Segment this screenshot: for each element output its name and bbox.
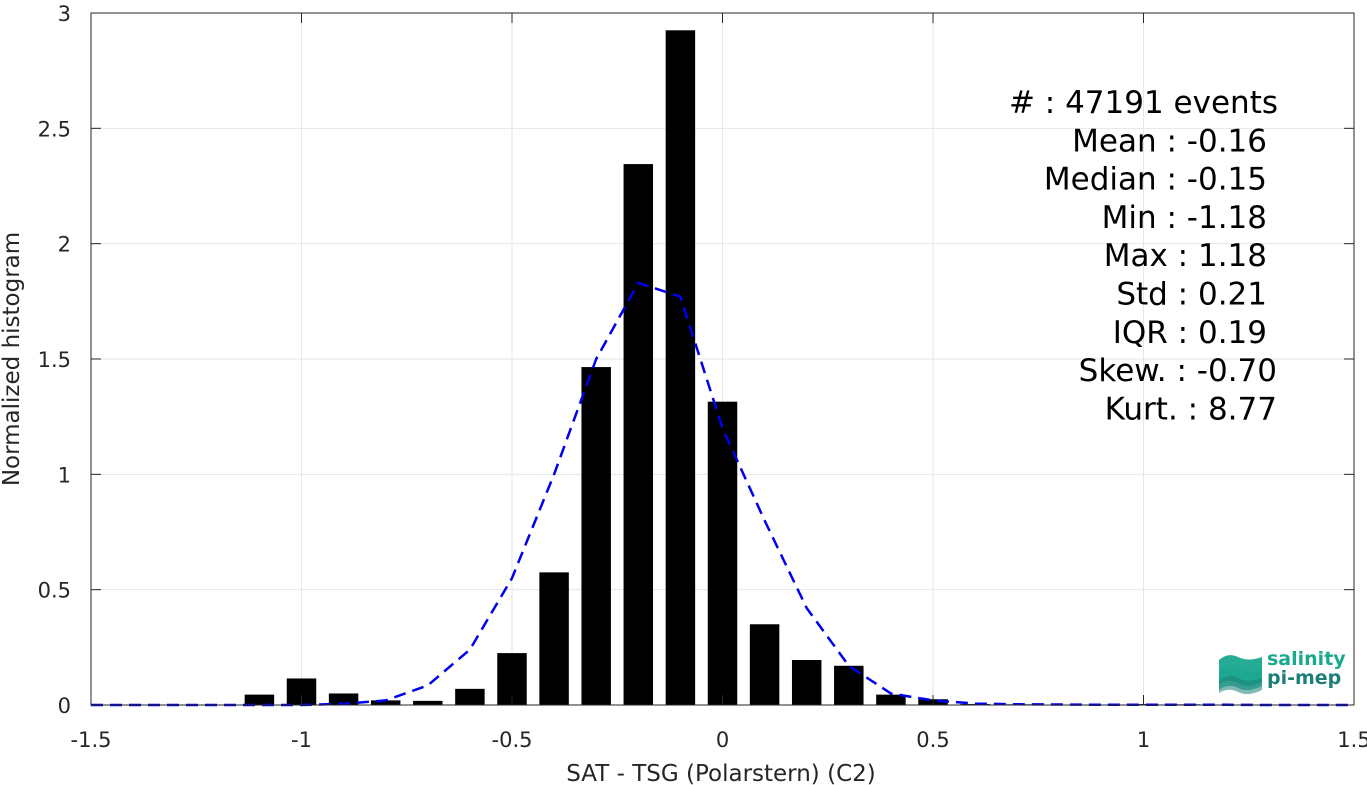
x-tick-label: 0.5 xyxy=(916,728,949,752)
histogram-bar xyxy=(707,401,738,705)
stat-line: Std : 0.21 xyxy=(1116,277,1267,313)
histogram-bar xyxy=(749,624,780,705)
histogram-bar xyxy=(455,688,485,705)
y-axis-label: Normalized histogram xyxy=(0,232,25,486)
stat-line: Min : -1.18 xyxy=(1102,200,1267,236)
histogram-bar xyxy=(876,694,906,705)
histogram-bar xyxy=(665,30,696,706)
y-tick-label: 0.5 xyxy=(38,579,71,603)
stat-line: Skew. : -0.70 xyxy=(1079,353,1277,389)
stat-line: Mean : -0.16 xyxy=(1072,123,1267,159)
stat-line: Kurt. : 8.77 xyxy=(1105,391,1277,427)
histogram-bars xyxy=(244,30,1201,706)
histogram-bar xyxy=(581,367,611,705)
logo-wave-icon xyxy=(1219,655,1262,695)
stat-line: IQR : 0.19 xyxy=(1113,315,1267,351)
y-tick-label: 2 xyxy=(58,233,71,257)
stat-line: Max : 1.18 xyxy=(1104,238,1267,274)
histogram-bar xyxy=(370,700,401,705)
y-tick-label: 0 xyxy=(58,694,71,718)
histogram-bar xyxy=(539,572,569,705)
y-tick-labels: 0 0.5 1 1.5 2 2.5 3 xyxy=(38,2,71,718)
y-tick-label: 1 xyxy=(58,463,71,487)
axes xyxy=(90,12,1355,706)
histogram-bar xyxy=(413,700,443,705)
histogram-bar xyxy=(623,164,654,705)
histogram-bar xyxy=(244,694,275,705)
y-tick-label: 1.5 xyxy=(38,348,71,372)
x-tick-label: 1 xyxy=(1137,728,1150,752)
logo-text-pi-mep: pi-mep xyxy=(1267,667,1341,689)
x-tick-label: -1.5 xyxy=(71,728,112,752)
x-tick-label: 1.5 xyxy=(1337,728,1367,752)
logo-text-salinity: salinity xyxy=(1267,648,1346,670)
x-tick-label: -0.5 xyxy=(492,728,533,752)
y-tick-label: 3 xyxy=(58,2,71,26)
stat-line: Median : -0.15 xyxy=(1044,162,1267,198)
x-axis-label: SAT - TSG (Polarstern) (C2) xyxy=(566,761,875,785)
x-tick-label: 0 xyxy=(716,728,729,752)
x-tick-labels: -1.5 -1 -0.5 0 0.5 1 1.5 xyxy=(71,728,1367,752)
x-tick-label: -1 xyxy=(291,728,312,752)
y-tick-label: 2.5 xyxy=(38,117,71,141)
histogram-bar xyxy=(328,693,359,705)
stat-line: # : 47191 events xyxy=(1009,85,1278,121)
histogram-bar xyxy=(791,660,822,705)
salinity-pi-mep-logo: salinity pi-mep xyxy=(1219,648,1346,695)
